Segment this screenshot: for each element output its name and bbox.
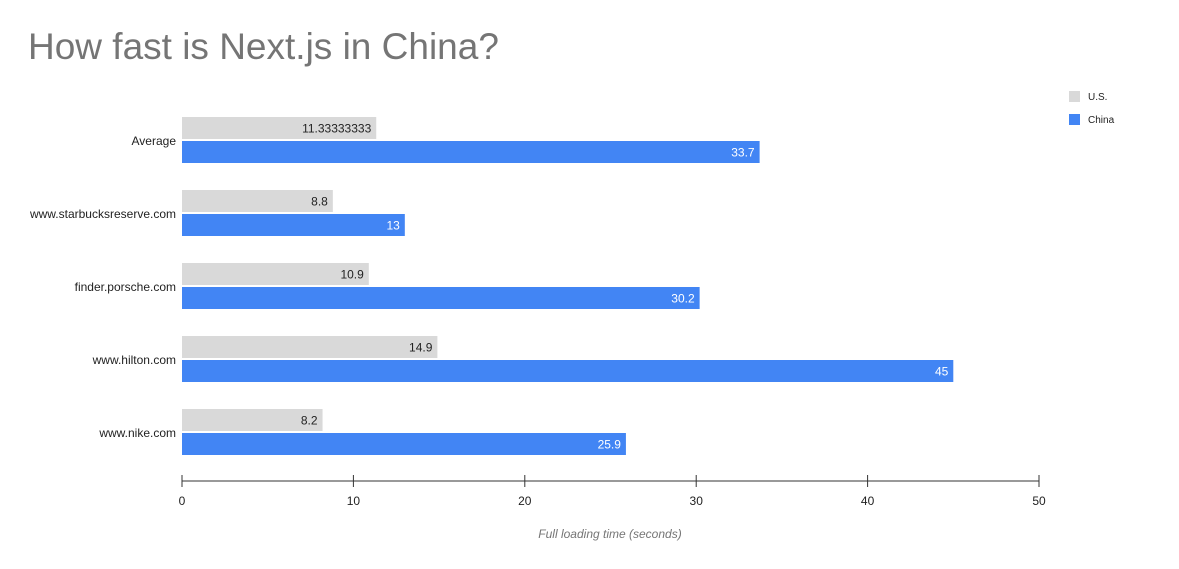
legend-swatch [1069,91,1080,102]
bar-china-2 [182,287,700,309]
bar-china-3 [182,360,954,382]
category-label: Average [132,134,177,148]
bar-china-1 [182,214,405,236]
x-tick-label: 0 [179,494,186,508]
legend: U.S. China [1069,91,1115,126]
x-axis: 0 10 20 30 40 50 [179,475,1046,508]
data-label: 25.9 [598,438,622,452]
bar-china-0 [182,141,760,163]
data-label: 30.2 [671,292,695,306]
legend-label: China [1088,115,1115,126]
bars-group: 11.33333333 33.7 8.8 13 10.9 30.2 14.9 45 8.2 25.… [182,117,954,455]
x-axis-title: Full loading time (seconds) [538,527,681,541]
x-tick-label: 10 [347,494,361,508]
x-tick-label: 30 [690,494,704,508]
data-label: 14.9 [409,341,433,355]
bar-us-3 [182,336,438,358]
category-labels: Average www.starbucksreserve.com finder.po… [29,134,176,440]
category-label: www.starbucksreserve.com [29,207,176,221]
bar-us-1 [182,190,333,212]
x-tick-label: 50 [1032,494,1046,508]
x-tick-label: 40 [861,494,875,508]
bar-us-2 [182,263,369,285]
data-label: 33.7 [731,146,755,160]
legend-label: U.S. [1088,92,1107,103]
data-label: 8.8 [311,195,328,209]
data-label: 8.2 [301,414,318,428]
category-label: www.hilton.com [92,353,176,367]
data-label: 11.33333333 [302,122,372,136]
data-label: 10.9 [340,268,364,282]
data-label: 45 [935,365,949,379]
chart-title: How fast is Next.js in China? [28,26,499,67]
data-label: 13 [386,219,400,233]
bar-china-4 [182,433,626,455]
bar-us-4 [182,409,323,431]
legend-swatch [1069,114,1080,125]
category-label: www.nike.com [98,426,176,440]
x-tick-label: 20 [518,494,532,508]
category-label: finder.porsche.com [75,280,176,294]
bar-us-0 [182,117,377,139]
